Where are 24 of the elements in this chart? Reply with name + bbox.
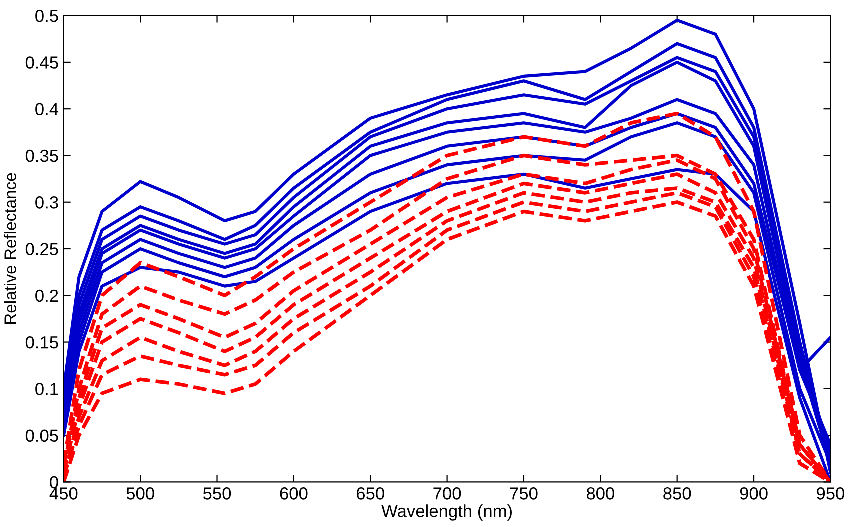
y-axis-title: Relative Reflectance xyxy=(4,173,16,324)
x-tick-label: 750 xyxy=(510,488,538,500)
y-tick-label: 0.3 xyxy=(36,196,58,209)
x-tick-label: 550 xyxy=(203,488,232,500)
y-tick-label: 0.35 xyxy=(26,150,58,162)
y-tick-label: 0.45 xyxy=(26,56,58,69)
y-tick-label: 0.25 xyxy=(26,243,58,256)
y-tick-label: 0 xyxy=(50,476,58,489)
x-tick-label: 800 xyxy=(586,488,614,500)
x-tick-label: 700 xyxy=(434,488,462,500)
x-tick-label: 450 xyxy=(50,488,78,500)
x-axis-title: Wavelength (nm) xyxy=(382,504,512,521)
y-tick-label: 0.15 xyxy=(26,336,58,349)
x-tick-label: 950 xyxy=(817,488,845,500)
y-tick-label: 0.1 xyxy=(36,383,58,396)
y-tick-label: 0.4 xyxy=(36,103,59,116)
x-tick-label: 600 xyxy=(280,488,308,500)
y-tick-label: 0.2 xyxy=(36,290,58,302)
x-tick-label: 900 xyxy=(740,488,768,500)
y-tick-label: 0.5 xyxy=(36,10,58,22)
x-tick-label: 500 xyxy=(126,488,154,500)
y-tick-label: 0.05 xyxy=(26,430,58,442)
x-tick-label: 650 xyxy=(357,488,384,500)
x-tick-label: 850 xyxy=(664,488,692,500)
